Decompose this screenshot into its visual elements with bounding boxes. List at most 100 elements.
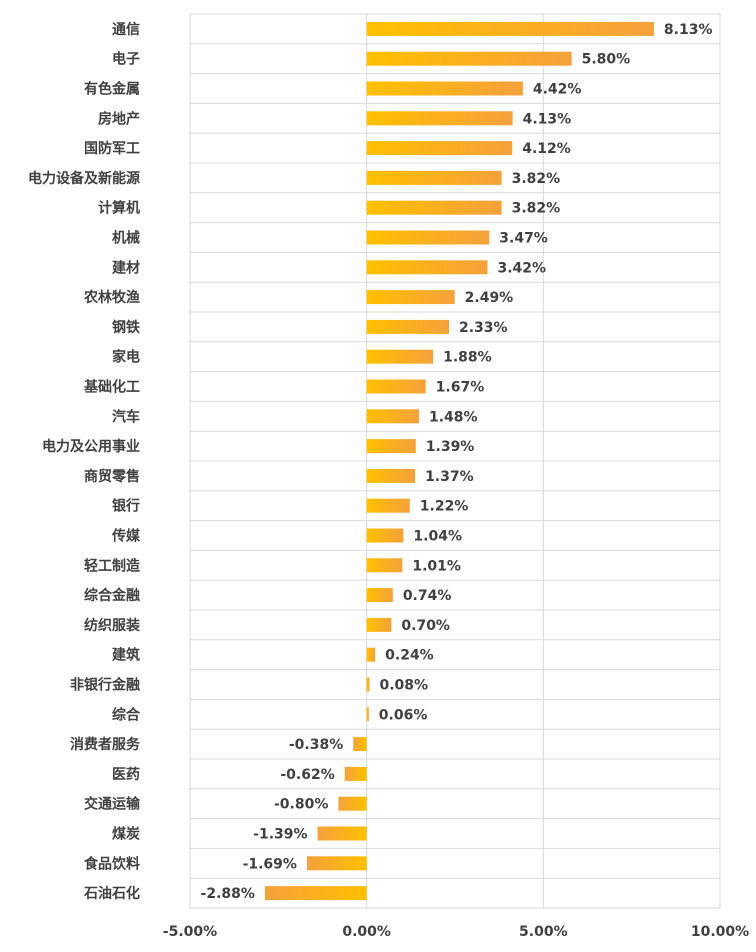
value-label: 1.48%	[429, 409, 478, 425]
category-label: 家电	[112, 349, 140, 366]
bar	[306, 856, 367, 871]
category-label: 房地产	[98, 110, 140, 127]
value-label: 1.04%	[413, 529, 462, 545]
value-label: 1.39%	[426, 439, 475, 455]
category-label: 煤炭	[112, 826, 140, 843]
value-label: -1.39%	[253, 827, 307, 843]
bar-layer	[264, 21, 654, 901]
bar	[366, 379, 426, 394]
bar	[366, 51, 572, 66]
value-label: -0.38%	[289, 737, 343, 753]
category-label: 纺织服装	[84, 617, 141, 634]
value-label: 4.12%	[522, 141, 571, 157]
bar	[366, 260, 488, 275]
value-label: -1.69%	[243, 856, 297, 872]
category-label: 医药	[112, 766, 140, 783]
value-label: 0.70%	[401, 618, 450, 634]
value-label: -0.62%	[280, 767, 334, 783]
bar	[338, 796, 367, 811]
value-label: 2.49%	[465, 290, 514, 306]
bar	[366, 558, 403, 573]
category-label: 有色金属	[84, 81, 140, 98]
bar	[317, 826, 367, 841]
bar	[353, 737, 367, 752]
bar	[366, 409, 419, 424]
category-label: 消费者服务	[70, 736, 141, 753]
category-label: 银行	[112, 498, 140, 515]
category-labels: 通信电子有色金属房地产国防军工电力设备及新能源计算机机械建材农林牧渔钢铁家电基础…	[28, 21, 141, 902]
bar	[366, 230, 490, 245]
category-label: 建材	[112, 259, 140, 276]
value-label: 3.47%	[499, 231, 548, 247]
value-label: 1.22%	[420, 499, 469, 515]
x-tick-label: -5.00%	[163, 924, 217, 940]
category-label: 通信	[112, 21, 140, 38]
category-label: 非银行金融	[70, 677, 140, 694]
category-label: 食品饮料	[84, 855, 140, 872]
x-tick-label: 10.00%	[691, 924, 749, 940]
bar	[366, 81, 523, 96]
category-label: 传媒	[111, 528, 141, 545]
value-label: -2.88%	[201, 886, 255, 902]
category-label: 轻工制造	[84, 557, 140, 574]
value-label: 2.33%	[459, 320, 508, 336]
value-label: 3.82%	[512, 171, 561, 187]
value-label: 0.06%	[379, 707, 428, 723]
category-label: 汽车	[112, 408, 140, 425]
bar	[344, 766, 367, 781]
value-label: 1.01%	[412, 558, 461, 574]
bar	[366, 468, 416, 483]
value-label: 4.13%	[523, 111, 572, 127]
bar	[366, 498, 410, 513]
value-label: 3.42%	[498, 260, 547, 276]
value-label: 8.13%	[664, 22, 713, 38]
value-label: -0.80%	[274, 797, 328, 813]
category-label: 机械	[112, 230, 140, 247]
grid-layer	[189, 13, 721, 909]
bar	[366, 290, 455, 305]
category-label: 石油石化	[83, 885, 140, 902]
value-label: 1.67%	[436, 380, 485, 396]
bar	[366, 349, 434, 364]
bar	[366, 200, 502, 215]
bar	[366, 170, 502, 185]
bar	[366, 588, 393, 603]
category-label: 交通运输	[84, 796, 141, 813]
bar	[366, 677, 370, 692]
value-label: 4.42%	[533, 82, 582, 98]
value-label: 1.37%	[425, 469, 474, 485]
bar	[366, 617, 392, 632]
category-label: 电子	[112, 51, 140, 68]
category-label: 电力设备及新能源	[28, 170, 140, 187]
value-label: 0.08%	[379, 678, 428, 694]
bar	[366, 319, 449, 334]
bar	[366, 647, 376, 662]
category-label: 基础化工	[84, 379, 140, 396]
category-label: 国防军工	[84, 140, 140, 157]
bar	[366, 707, 369, 722]
x-tick-label: 0.00%	[342, 924, 391, 940]
value-label: 0.74%	[403, 588, 452, 604]
bar	[366, 528, 404, 543]
category-label: 综合	[112, 706, 141, 723]
x-axis-ticks: -5.00% 0.00% 5.00% 10.00%	[163, 924, 749, 940]
category-label: 商贸零售	[84, 468, 140, 485]
x-tick-label: 5.00%	[519, 924, 568, 940]
category-label: 建筑	[112, 647, 140, 664]
category-label: 电力及公用事业	[42, 438, 140, 455]
bar	[366, 111, 513, 126]
category-label: 钢铁	[112, 319, 140, 336]
bar	[264, 886, 367, 901]
value-label: 5.80%	[582, 52, 631, 68]
category-label: 农林牧渔	[83, 289, 140, 306]
category-label: 计算机	[98, 200, 140, 217]
bar	[366, 141, 513, 156]
bar	[366, 21, 654, 36]
value-label: 3.82%	[512, 201, 561, 217]
category-label: 综合金融	[84, 587, 140, 604]
value-labels: 8.13% 5.80%4.42% 4.13% 4.12% 3.82% 3.82% 3.47%…	[201, 22, 713, 902]
value-label: 0.24%	[385, 648, 434, 664]
bar	[366, 439, 416, 454]
value-label: 1.88%	[443, 350, 492, 366]
